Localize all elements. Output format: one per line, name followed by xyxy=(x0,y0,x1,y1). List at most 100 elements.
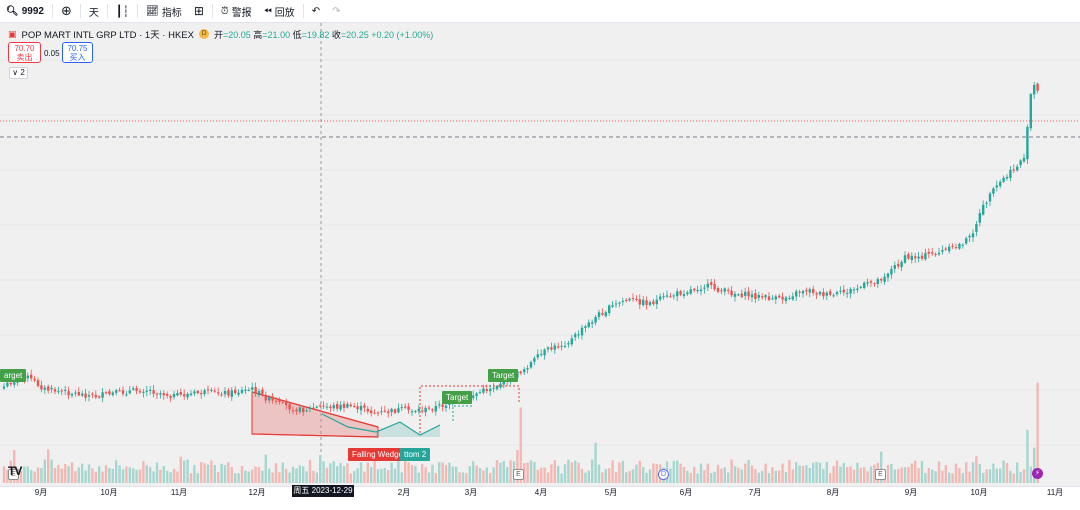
candle xyxy=(380,411,383,413)
candle xyxy=(132,388,135,390)
earnings-event-icon[interactable]: E xyxy=(875,469,886,480)
target-tag-1[interactable]: Target xyxy=(488,369,519,382)
candle xyxy=(859,286,862,288)
volume-bar xyxy=(220,463,223,483)
indicators-button[interactable]: 📈︎ 指标 xyxy=(140,0,188,22)
volume-bar xyxy=(499,462,502,483)
candle xyxy=(713,284,716,290)
candle xyxy=(376,412,380,414)
volume-bar xyxy=(672,460,675,483)
undo-button[interactable]: ↶ xyxy=(306,0,326,22)
chevron-down-icon: ∨ xyxy=(12,68,19,77)
candle xyxy=(240,389,244,393)
volume-bar xyxy=(635,464,638,483)
chart-type-button[interactable]: ┃┆ xyxy=(110,0,135,22)
volume-bar xyxy=(900,467,903,483)
symbol-title[interactable]: POP MART INTL GRP LTD · 1天 · HKEX xyxy=(21,30,194,41)
volume-bar xyxy=(115,460,118,483)
candle xyxy=(305,410,308,412)
candle xyxy=(696,290,699,292)
volume-bar xyxy=(652,463,655,483)
volume-bar xyxy=(737,467,740,483)
earnings-event-icon[interactable]: E xyxy=(8,469,19,480)
volume-bar xyxy=(217,472,220,483)
volume-bar xyxy=(40,467,43,483)
candle xyxy=(53,389,57,392)
volume-bar xyxy=(536,469,539,483)
volume-bar xyxy=(271,472,274,483)
candle xyxy=(210,389,213,391)
templates-button[interactable]: ⊞ xyxy=(188,0,210,22)
volume-bar xyxy=(149,467,152,483)
chart-pane[interactable] xyxy=(0,23,1080,486)
symbol-search-button[interactable]: 🔍︎ 9992 xyxy=(0,0,50,22)
candle xyxy=(410,411,414,413)
candle xyxy=(492,387,495,389)
candle xyxy=(227,390,230,396)
candle xyxy=(665,295,669,297)
candle xyxy=(414,410,417,412)
tradingview-logo: TV xyxy=(8,464,22,478)
candle xyxy=(689,289,692,294)
candle xyxy=(580,327,584,336)
interval-button[interactable]: 天 xyxy=(83,0,105,22)
legend-collapse-button[interactable]: ∨ 2 xyxy=(9,67,28,79)
flag-icon: ▣ xyxy=(8,28,17,39)
volume-bar xyxy=(757,472,760,483)
volume-bar xyxy=(961,473,964,483)
open-value: =20.05 xyxy=(222,29,251,40)
sell-button[interactable]: 70.70 卖出 xyxy=(8,42,41,63)
month-label: 10月 xyxy=(970,488,988,497)
candle xyxy=(230,390,233,397)
alert-button[interactable]: ⏰︎ 警报 xyxy=(215,0,258,22)
falling-wedge-tag[interactable]: Falling Wedge xyxy=(348,448,407,461)
volume-bar xyxy=(676,460,679,483)
volume-bar xyxy=(291,466,295,483)
time-axis[interactable] xyxy=(0,486,1080,510)
dividend-event-icon[interactable]: D xyxy=(658,469,669,480)
candle xyxy=(846,293,849,295)
volume-bar xyxy=(774,470,777,483)
volume-bar xyxy=(329,463,332,483)
redo-button[interactable]: ↷ xyxy=(326,0,346,22)
market-status-badge: D xyxy=(198,29,209,39)
volume-bar xyxy=(580,468,584,483)
candle xyxy=(628,298,631,301)
target-tag-2[interactable]: Target xyxy=(442,391,473,404)
volume-bar xyxy=(890,463,893,483)
volume-bar xyxy=(618,462,621,483)
candle xyxy=(686,292,689,294)
candle xyxy=(332,405,335,409)
candle xyxy=(329,406,332,408)
buy-price: 70.75 xyxy=(67,44,88,53)
candle xyxy=(645,300,648,305)
candle xyxy=(155,393,159,395)
compare-symbol-button[interactable]: ⊕ xyxy=(55,0,78,22)
volume-bar xyxy=(162,466,165,483)
volume-bar xyxy=(866,471,869,483)
target-tag-left[interactable]: arget xyxy=(0,369,27,382)
search-icon: 🔍︎ xyxy=(6,5,19,17)
candle xyxy=(808,289,811,293)
candle xyxy=(281,402,284,404)
candle xyxy=(247,389,250,391)
volume-bar xyxy=(424,467,427,483)
volume-bar xyxy=(223,465,227,483)
lightning-event-icon[interactable]: ⚡︎ xyxy=(1032,468,1043,479)
earnings-event-icon[interactable]: E xyxy=(513,469,524,480)
candle xyxy=(557,346,560,348)
candle xyxy=(941,250,944,252)
buy-button[interactable]: 70.75 买入 xyxy=(62,42,93,63)
volume-bar xyxy=(431,464,434,483)
double-bottom-tag[interactable]: ttom 2 xyxy=(400,448,431,461)
candle xyxy=(1036,83,1039,91)
candle xyxy=(30,374,33,379)
volume-bar xyxy=(427,472,431,483)
candle xyxy=(642,299,645,306)
volume-bar xyxy=(584,472,587,483)
volume-bar xyxy=(13,449,16,483)
candle xyxy=(676,291,679,297)
volume-bar xyxy=(193,464,196,483)
candle xyxy=(353,406,356,408)
replay-button[interactable]: ⏪︎ 回放 xyxy=(258,0,301,22)
